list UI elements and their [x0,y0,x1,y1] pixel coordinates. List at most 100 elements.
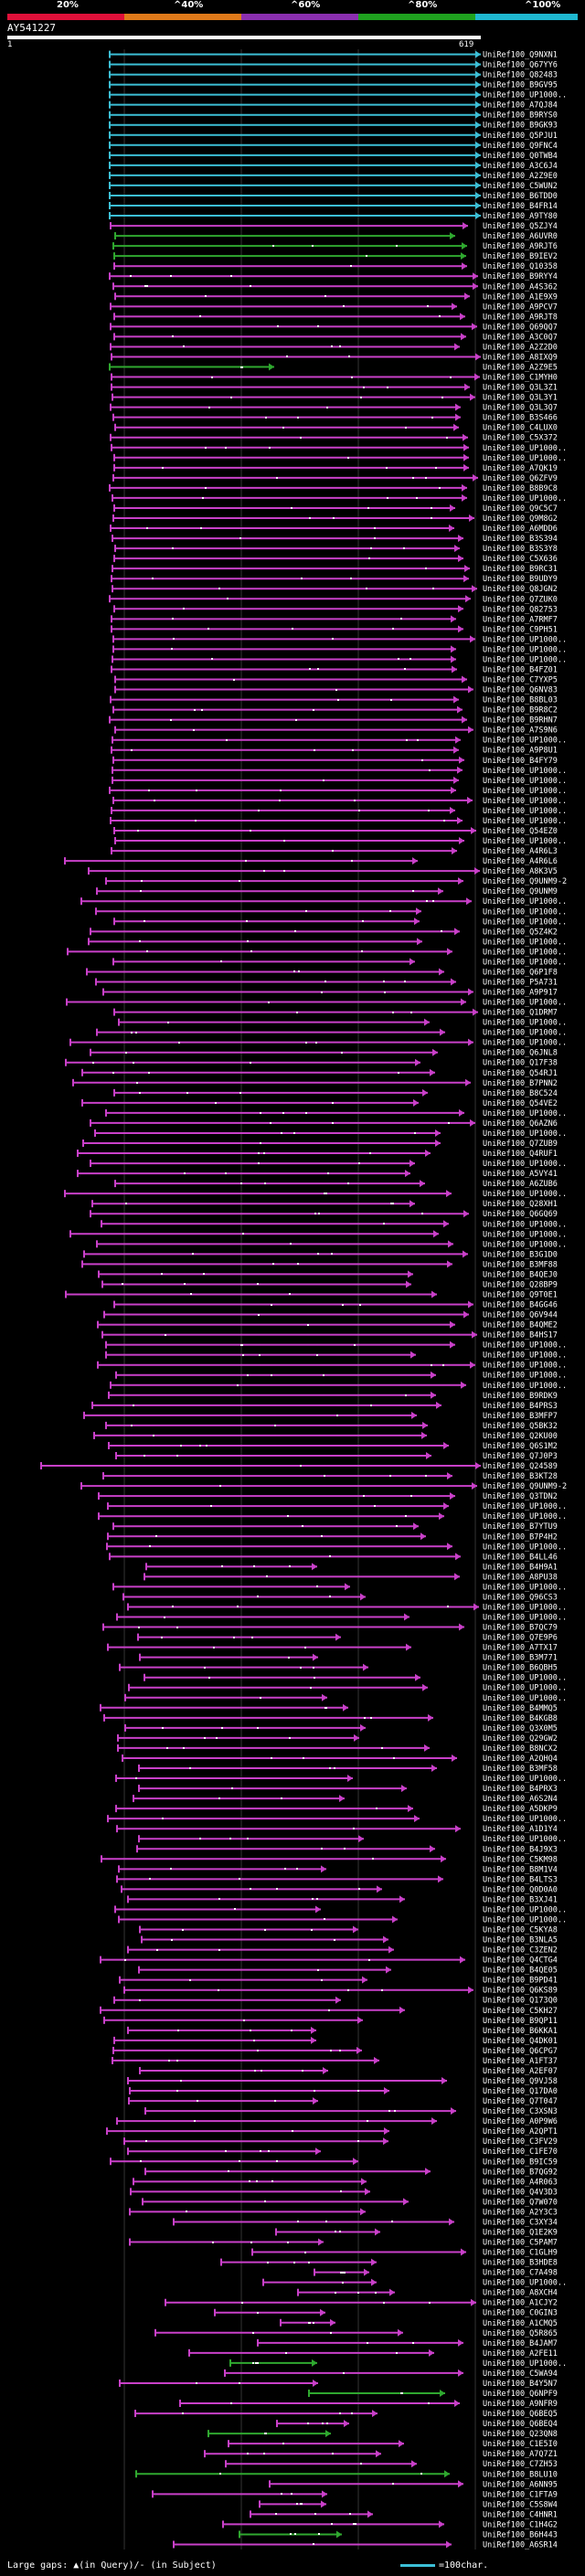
hit-row[interactable]: UniRef100_A7Q7Z1 [204,2450,558,2459]
hit-row[interactable]: UniRef100_B4PRS3 [91,1401,558,1411]
hit-label[interactable]: UniRef100_B7YTU9 [483,1522,558,1532]
hit-row[interactable]: UniRef100_A2QHQ4 [122,1754,558,1764]
hit-row[interactable]: UniRef100_A5VY41 [77,1170,558,1179]
hit-row[interactable]: UniRef100_UP1000.. [109,786,567,796]
hit-row[interactable]: UniRef100_B9PD41 [119,1976,558,1986]
hit-label[interactable]: UniRef100_C1H4G2 [483,2520,558,2529]
hit-label[interactable]: UniRef100_Q6CPG7 [483,2047,558,2056]
hit-row[interactable]: UniRef100_UP1000.. [105,1108,567,1118]
hit-label[interactable]: UniRef100_Q3L3Z1 [483,384,558,393]
hit-label[interactable]: UniRef100_A9PCV7 [483,302,558,312]
hit-row[interactable]: UniRef100_Q8JGN2 [112,585,558,594]
hit-label[interactable]: UniRef100_B8BL03 [483,696,558,705]
hit-row[interactable]: UniRef100_Q6GQ69 [90,1210,558,1219]
hit-label[interactable]: UniRef100_Q6AZN6 [483,1119,558,1129]
hit-label[interactable]: UniRef100_A1CJY2 [483,2299,558,2308]
hit-label[interactable]: UniRef100_UP1000.. [483,897,567,906]
hit-label[interactable]: UniRef100_A3C0Q7 [483,333,558,342]
hit-label[interactable]: UniRef100_Q6S1M2 [483,1442,558,1451]
hit-label[interactable]: UniRef100_UP1000.. [483,948,567,957]
hit-row[interactable]: UniRef100_A1D1Y4 [116,1825,558,1834]
hit-label[interactable]: UniRef100_B9IEV2 [483,252,558,261]
hit-label[interactable]: UniRef100_Q54VE2 [483,1099,558,1108]
hit-row[interactable]: UniRef100_A7S9N6 [114,726,558,736]
hit-row[interactable]: UniRef100_C7ZH53 [225,2460,558,2469]
hit-row[interactable]: UniRef100_Q7ZUK0 [109,595,558,604]
hit-row[interactable]: UniRef100_UP1000.. [112,958,567,967]
hit-label[interactable]: UniRef100_UP1000.. [483,999,567,1008]
hit-label[interactable]: UniRef100_A8IXQ9 [483,353,558,362]
hit-row[interactable]: UniRef100_Q9UNM9 [96,887,558,896]
hit-label[interactable]: UniRef100_UP1000.. [483,958,567,967]
hit-row[interactable]: UniRef100_A9RJT8 [113,313,558,322]
hit-row[interactable]: UniRef100_A2Z9E0 [109,171,558,181]
hit-label[interactable]: UniRef100_A7RMF7 [483,615,558,624]
hit-row[interactable]: UniRef100_B4HS17 [101,1330,558,1341]
hit-label[interactable]: UniRef100_A2QPT1 [483,2127,558,2136]
hit-label[interactable]: UniRef100_Q67YY6 [483,61,558,70]
hit-label[interactable]: UniRef100_UP1000.. [483,1542,567,1552]
hit-row[interactable]: UniRef100_B9GV95 [109,80,558,90]
hit-row[interactable]: UniRef100_UP1000.. [128,1683,567,1693]
hit-label[interactable]: UniRef100_UP1000.. [483,1835,567,1844]
hit-row[interactable]: UniRef100_B9RDK9 [108,1391,558,1401]
hit-row[interactable]: UniRef100_UP1000.. [98,1512,567,1521]
hit-label[interactable]: UniRef100_C7ZH53 [483,2460,558,2469]
hit-label[interactable]: UniRef100_UP1000.. [483,777,567,786]
hit-label[interactable]: UniRef100_A9NFR9 [483,2400,558,2409]
hit-label[interactable]: UniRef100_Q82483 [483,71,558,80]
hit-label[interactable]: UniRef100_B6QBH5 [483,1664,558,1673]
hit-label[interactable]: UniRef100_UP1000.. [483,2359,567,2369]
hit-row[interactable]: UniRef100_Q54VE2 [81,1098,558,1108]
hit-row[interactable]: UniRef100_Q6ZFV9 [112,473,558,483]
hit-label[interactable]: UniRef100_B4FY79 [483,757,558,766]
hit-label[interactable]: UniRef100_Q7W070 [483,2198,558,2207]
hit-row[interactable]: UniRef100_UP1000.. [112,776,567,786]
hit-label[interactable]: UniRef100_B3M771 [483,1654,558,1663]
hit-label[interactable]: UniRef100_UP1000.. [483,1039,567,1048]
hit-label[interactable]: UniRef100_C5KM98 [483,1855,558,1864]
hit-label[interactable]: UniRef100_B4PRX3 [483,1785,558,1794]
hit-label[interactable]: UniRef100_Q5PJU1 [483,132,558,141]
hit-label[interactable]: UniRef100_UP1000.. [483,1190,567,1199]
hit-row[interactable]: UniRef100_B4FR14 [109,202,558,211]
hit-row[interactable]: UniRef100_Q3X0M5 [124,1723,558,1733]
hit-row[interactable]: UniRef100_A8K3V5 [88,867,558,876]
hit-row[interactable]: UniRef100_C1H4G2 [222,2520,558,2529]
hit-label[interactable]: UniRef100_UP1000.. [483,494,567,504]
hit-label[interactable]: UniRef100_B9RYS0 [483,111,558,121]
hit-row[interactable]: UniRef100_Q6AZN6 [90,1118,558,1129]
hit-row[interactable]: UniRef100_A7QJ84 [109,101,558,111]
hit-label[interactable]: UniRef100_Q9VJ58 [483,2077,558,2086]
hit-row[interactable]: UniRef100_UP1000.. [112,635,567,644]
hit-label[interactable]: UniRef100_Q4RUF1 [483,1150,558,1159]
hit-row[interactable]: UniRef100_B4H9A1 [145,1563,558,1572]
hit-label[interactable]: UniRef100_UP1000.. [483,1129,567,1139]
hit-row[interactable]: UniRef100_Q7E9P6 [137,1633,558,1643]
hit-label[interactable]: UniRef100_B3S466 [483,414,558,423]
hit-label[interactable]: UniRef100_B3MF58 [483,1765,558,1774]
hit-label[interactable]: UniRef100_UP1000.. [483,907,567,917]
hit-label[interactable]: UniRef100_B4GG46 [483,1301,558,1310]
hit-row[interactable]: UniRef100_Q5PJU1 [109,131,558,141]
hit-label[interactable]: UniRef100_A6S2N4 [483,1795,558,1804]
hit-row[interactable]: UniRef100_B4KGB8 [103,1713,558,1723]
hit-row[interactable]: UniRef100_UP1000.. [114,837,567,846]
hit-label[interactable]: UniRef100_A7QK19 [483,464,558,473]
hit-label[interactable]: UniRef100_A9RJT8 [483,313,558,322]
hit-label[interactable]: UniRef100_B9RC31 [483,565,558,574]
hit-label[interactable]: UniRef100_Q54RJ1 [483,1069,558,1078]
hit-row[interactable]: UniRef100_Q17DA0 [129,2087,558,2096]
hit-row[interactable]: UniRef100_B3S394 [112,535,558,544]
hit-row[interactable]: UniRef100_A0P9W6 [116,2117,558,2126]
hit-row[interactable]: UniRef100_A7QK19 [113,464,558,473]
hit-label[interactable]: UniRef100_B4PRS3 [483,1402,558,1411]
hit-row[interactable]: UniRef100_C4HNR1 [250,2510,558,2519]
hit-row[interactable]: UniRef100_C0GIN3 [214,2308,558,2318]
hit-row[interactable]: UniRef100_B9RHN7 [109,716,558,726]
hit-label[interactable]: UniRef100_B4KGB8 [483,1714,558,1723]
hit-row[interactable]: UniRef100_Q7T047 [128,2097,558,2106]
hit-label[interactable]: UniRef100_A2Z9E0 [483,172,558,181]
hit-row[interactable]: UniRef100_Q9T0E1 [65,1290,558,1299]
hit-row[interactable]: UniRef100_C3ZEN2 [127,1945,558,1956]
